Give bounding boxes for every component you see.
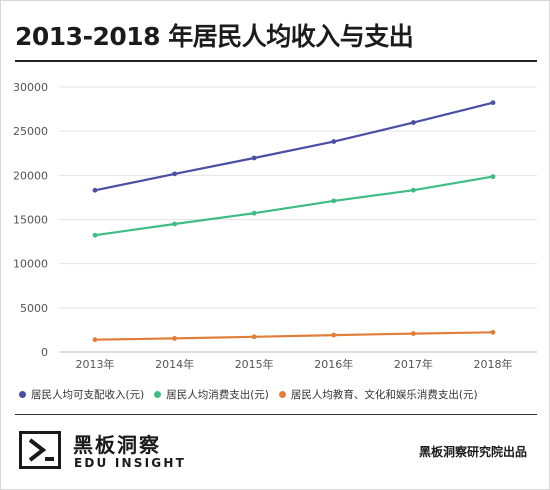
series-line-2 [93,331,495,341]
publisher-credit: 黑板洞察研究院出品 [418,445,527,459]
y-tick-label: 0 [41,346,48,359]
title-underline [15,60,537,62]
legend-item-income: 居民人均可支配收入(元) [19,387,144,402]
legend-dot-income [19,391,26,398]
data-point [331,139,337,144]
legend-dot-education [278,391,286,398]
data-point [251,210,257,216]
series-line-0 [93,101,495,192]
y-tick-label: 25000 [13,125,48,138]
y-tick-label: 15000 [13,214,48,227]
x-tick-label: 2014年 [155,357,194,371]
y-tick-label: 20000 [13,169,48,182]
brand-name-en: EDU INSIGHT [74,456,186,470]
series-layer [92,100,496,343]
series-line-1 [93,175,495,237]
legend-label-consumption: 居民人均消费支出(元) [166,389,269,401]
data-point [411,187,416,193]
data-point [331,332,337,338]
legend-label-income: 居民人均可支配收入(元) [31,389,145,401]
data-point [172,221,178,227]
x-tick-label: 2017年 [394,357,433,371]
legend-item-consumption: 居民人均消费支出(元) [154,387,269,402]
data-point [411,331,416,336]
x-tick-label: 2018年 [474,357,513,371]
data-point [251,155,257,161]
data-point [172,336,178,341]
data-point [331,198,337,204]
chart-legend: 居民人均可支配收入(元) 居民人均消费支出(元) 居民人均教育、文化和娱乐消费支… [19,387,488,402]
grid-layer [59,86,537,353]
y-tick-label: 30000 [13,81,48,94]
data-point [172,171,178,177]
footer-divider [15,414,537,415]
x-tick-label: 2016年 [314,357,353,371]
data-point [490,329,496,335]
y-tick-label: 5000 [20,302,48,315]
legend-label-education: 居民人均教育、文化和娱乐消费支出(元) [290,389,478,401]
data-point [92,187,98,193]
data-point [92,337,98,343]
data-point [411,120,416,125]
x-tick-label: 2013年 [76,357,115,371]
line-chart: 0 5000 10000 15000 20000 25000 30000 2013年 2014年… [13,81,537,371]
legend-item-education: 居民人均教育、文化和娱乐消费支出(元) [278,387,478,402]
x-tick-label: 2015年 [235,357,274,371]
data-point [251,334,257,340]
data-point [92,232,98,238]
chart-title: 2013-2018 年居民人均收入与支出 [15,22,414,51]
axis-layer: 0 5000 10000 15000 20000 25000 30000 2013年 2014年… [13,81,513,371]
legend-dot-consumption [154,391,162,398]
data-point [490,174,496,180]
brand-name-cn: 黑板洞察 [73,433,161,457]
y-tick-label: 10000 [13,258,48,271]
data-point [490,100,496,106]
edu-insight-logo [19,431,61,469]
